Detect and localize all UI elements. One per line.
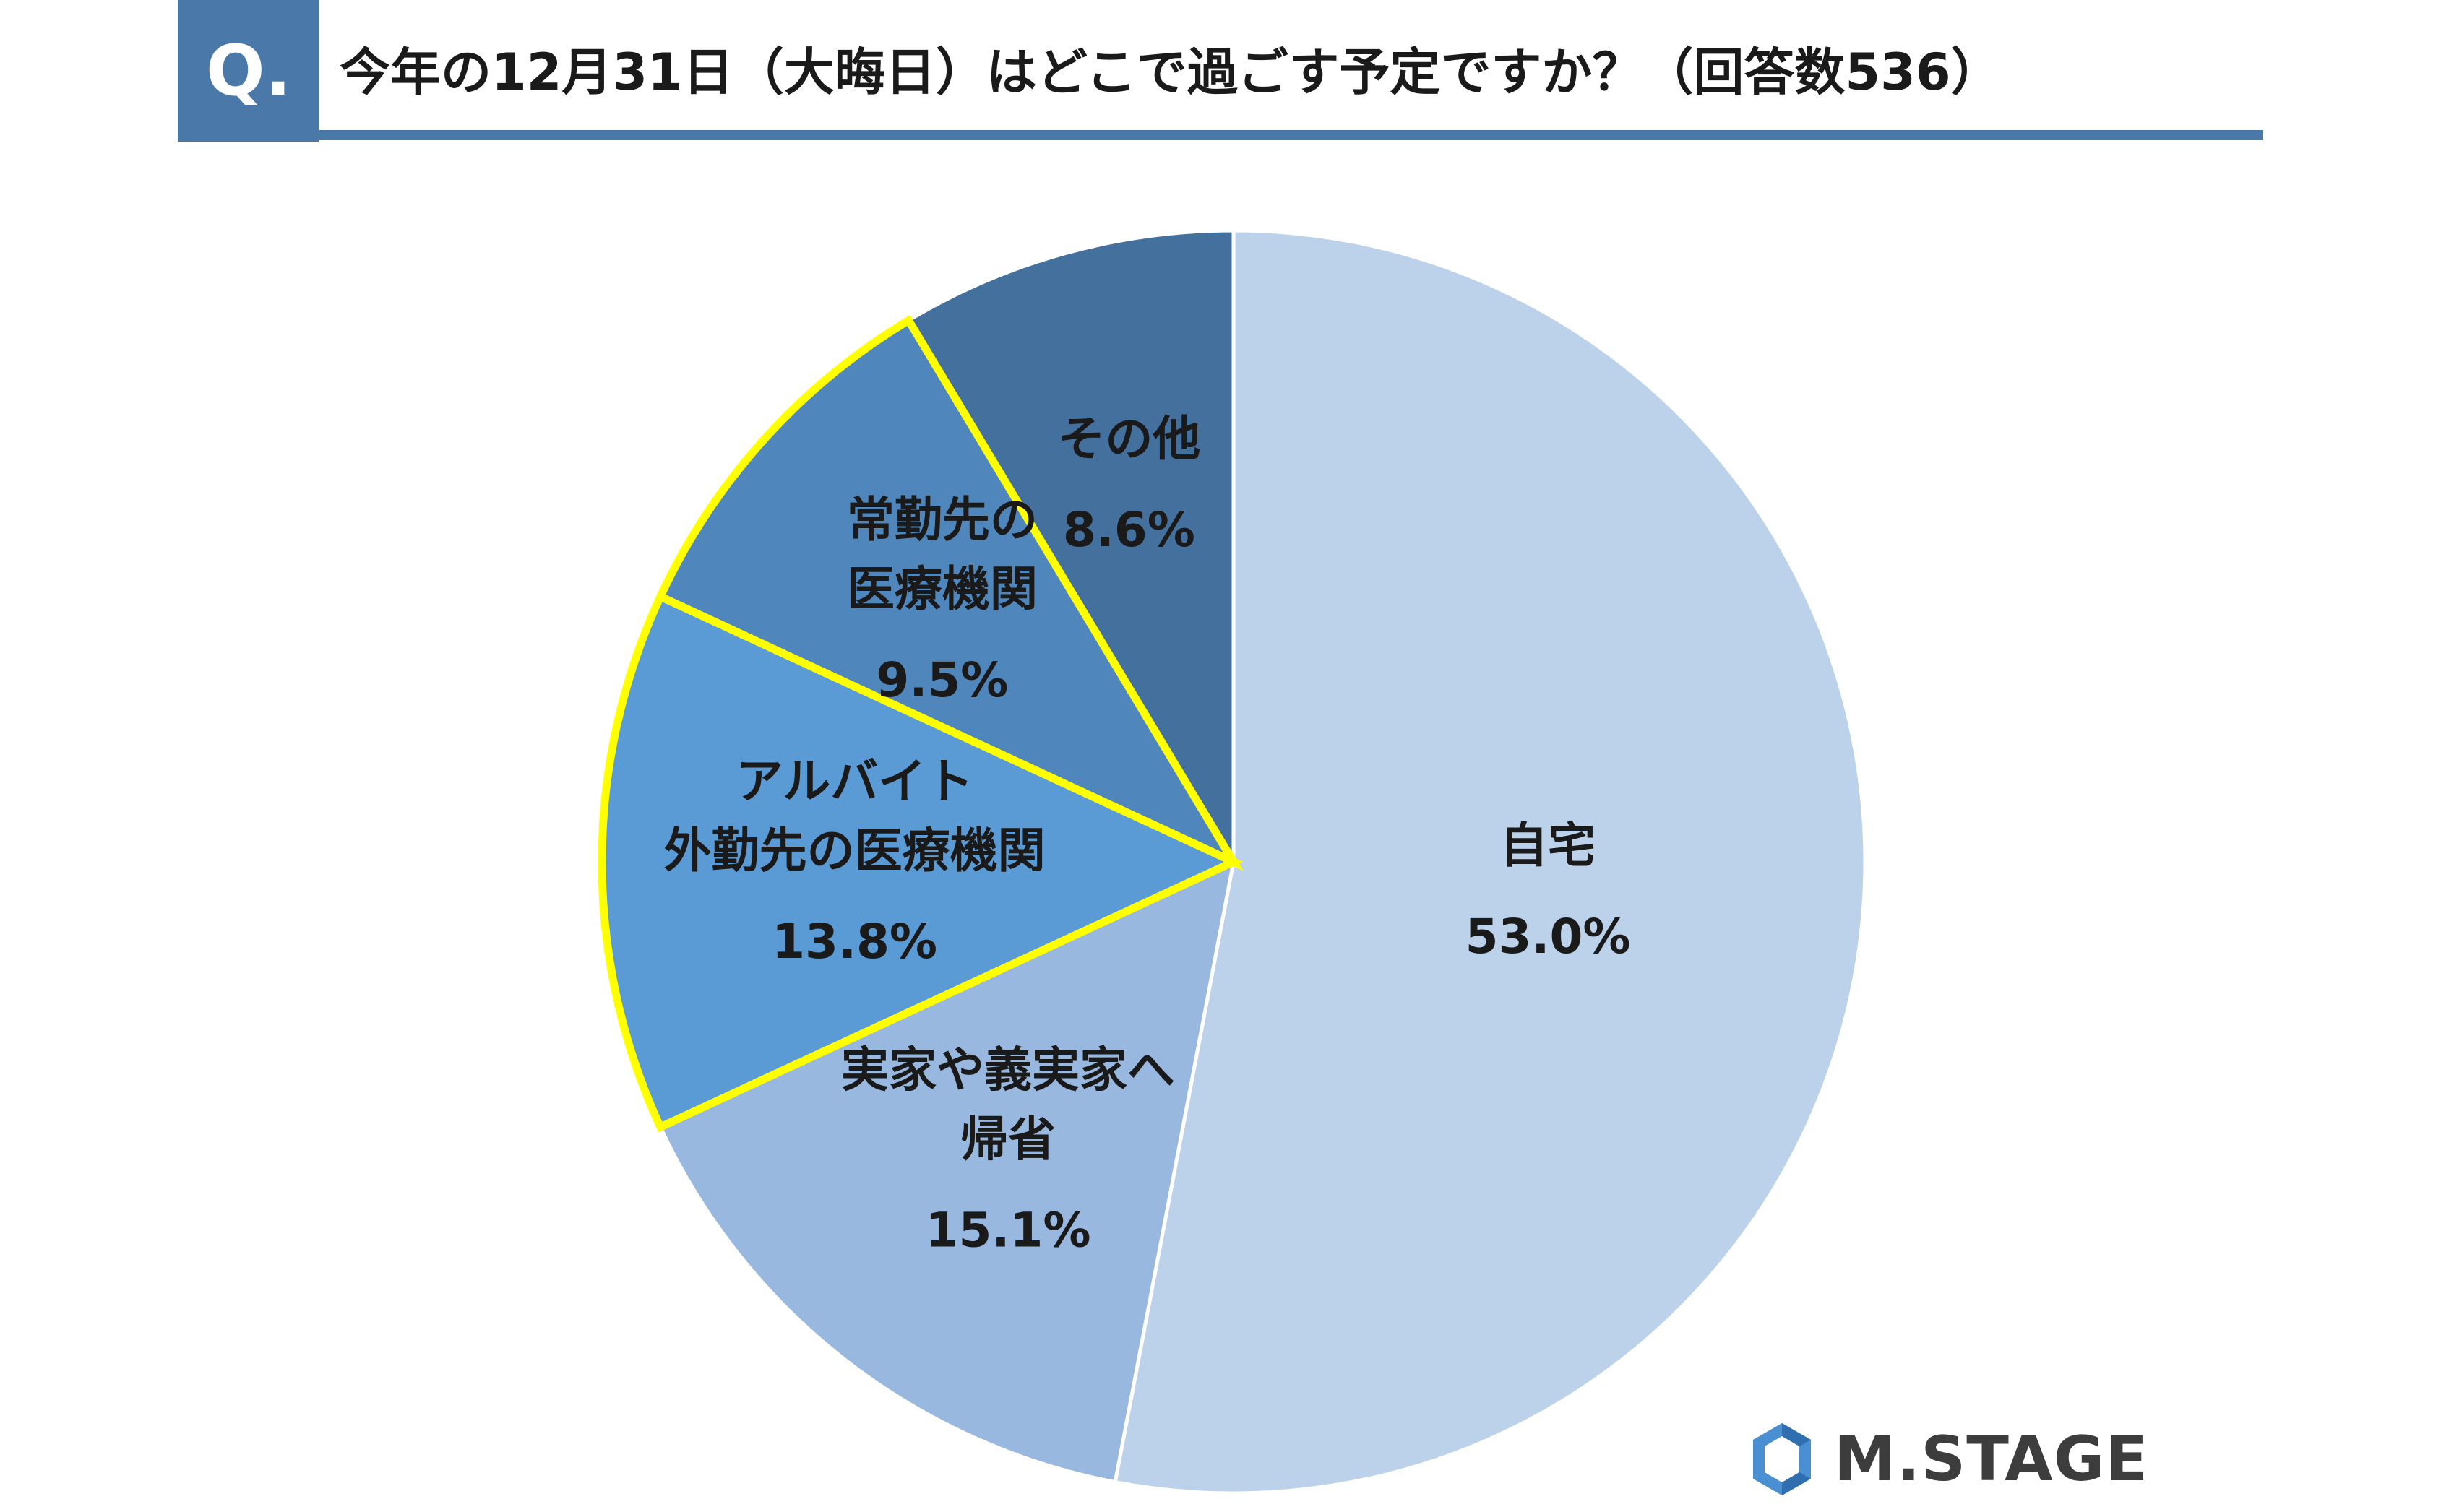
pie-slice-highlight-4	[655, 314, 1244, 871]
pie-value-label-3: 13.8%	[772, 914, 937, 969]
pie-value-label-5: 8.6%	[1063, 502, 1195, 558]
pie-label-4-line-1: 常勤先の	[847, 492, 1038, 548]
pie-label-3-line-2: 外勤先の医療機関	[664, 823, 1046, 878]
pie-label-2-line-1: 実家や義実家へ	[841, 1042, 1175, 1098]
question-badge: Q.	[178, 0, 319, 142]
pie-highlights	[598, 314, 1244, 1133]
pie-label-1-line-1: 自宅	[1500, 818, 1596, 873]
pie-slice-5	[905, 228, 1236, 869]
pie-value-label-1: 53.0%	[1465, 909, 1631, 964]
pie-slice-1	[1113, 228, 1867, 1495]
title-underline	[319, 130, 2263, 140]
brand-name: M.STAGE	[1834, 1423, 2149, 1495]
brand-logo: M.STAGE	[1749, 1416, 2148, 1503]
hexagon-logo-icon	[1753, 1423, 1811, 1495]
chart-title: 今年の12月31日（大晦日）はどこで過ごす予定ですか？（回答数536）	[340, 43, 2002, 102]
pie-slice-2	[658, 858, 1236, 1485]
pie-slice-highlight-3	[598, 591, 1244, 1133]
pie-value-label-4: 9.5%	[876, 652, 1008, 708]
pie-slices	[600, 228, 1867, 1495]
pie-label-4-line-2: 医療機関	[847, 561, 1038, 617]
pie-label-5-line-1: その他	[1057, 411, 1200, 467]
pie-label-3-line-1: アルバイト	[736, 753, 973, 809]
pie-value-label-2: 15.1%	[926, 1203, 1091, 1258]
pie-label-2-line-2: 帰省	[960, 1112, 1056, 1167]
